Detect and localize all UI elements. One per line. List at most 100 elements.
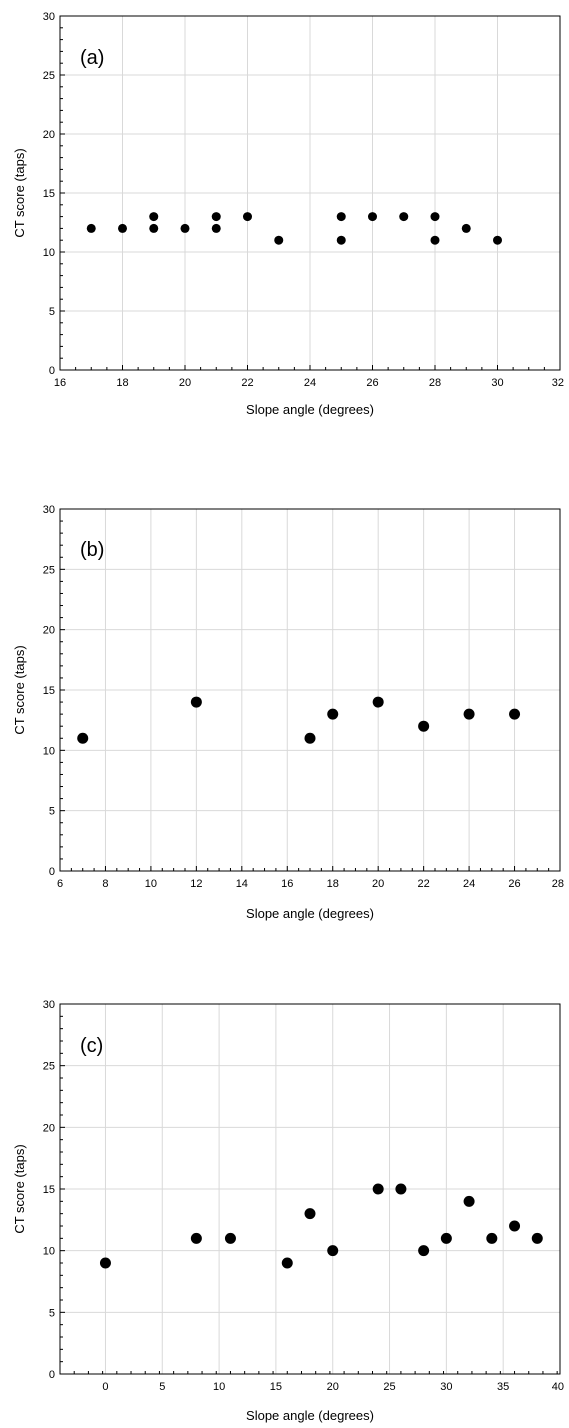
x-tick-label: 5 xyxy=(159,1381,165,1393)
y-tick-label: 30 xyxy=(43,999,55,1011)
data-point xyxy=(486,1232,498,1244)
x-tick-label: 40 xyxy=(552,1381,564,1393)
x-tick-label: 10 xyxy=(145,878,157,890)
data-point xyxy=(418,720,430,732)
y-tick-label: 30 xyxy=(43,504,55,516)
data-point xyxy=(336,212,346,222)
y-axis-title: CT score (taps) xyxy=(12,1144,27,1233)
y-tick-label: 15 xyxy=(43,188,55,200)
data-point xyxy=(304,1208,316,1220)
x-tick-label: 24 xyxy=(304,377,316,389)
x-tick-label: 26 xyxy=(366,377,378,389)
data-point xyxy=(372,696,384,708)
data-point xyxy=(77,732,89,744)
x-tick-label: 35 xyxy=(497,1381,509,1393)
chart-panel-3: 0 5 10 15 20 25 30 0 5 10 15 20 25 30 35 40 Slope angle … xyxy=(12,999,564,1423)
panel-label: (b) xyxy=(80,539,104,561)
x-axis-title: Slope angle (degrees) xyxy=(246,906,374,921)
x-tick-label: 0 xyxy=(102,1381,108,1393)
y-tick-label: 20 xyxy=(43,625,55,637)
y-tick-label: 20 xyxy=(43,1122,55,1134)
x-tick-label: 30 xyxy=(491,377,503,389)
data-point xyxy=(211,212,221,222)
x-tick-label: 22 xyxy=(418,878,430,890)
data-point xyxy=(274,235,284,245)
x-tick-label: 10 xyxy=(213,1381,225,1393)
x-tick-label: 25 xyxy=(383,1381,395,1393)
data-point xyxy=(99,1257,111,1269)
x-tick-label: 26 xyxy=(508,878,520,890)
data-point xyxy=(493,235,502,245)
data-point xyxy=(430,212,440,222)
x-axis-title: Slope angle (degrees) xyxy=(246,1408,374,1423)
x-tick-label: 14 xyxy=(236,878,248,890)
y-tick-label: 0 xyxy=(49,365,55,377)
x-tick-label: 8 xyxy=(102,878,108,890)
data-point xyxy=(509,1220,521,1232)
data-point xyxy=(368,212,377,222)
y-tick-label: 25 xyxy=(43,564,55,576)
data-point xyxy=(395,1183,407,1195)
data-point xyxy=(327,1245,339,1257)
data-point xyxy=(243,212,252,222)
data-point xyxy=(149,212,159,222)
data-point xyxy=(418,1245,430,1257)
x-tick-label: 28 xyxy=(429,377,441,389)
data-point xyxy=(509,708,521,720)
y-tick-label: 10 xyxy=(43,1246,55,1258)
x-tick-label: 20 xyxy=(372,878,384,890)
data-point xyxy=(224,1232,236,1244)
y-tick-label: 15 xyxy=(43,685,55,697)
data-point xyxy=(180,223,190,233)
y-tick-label: 25 xyxy=(43,70,55,82)
y-tick-label: 25 xyxy=(43,1061,55,1073)
data-point xyxy=(327,708,339,720)
y-tick-label: 0 xyxy=(49,1369,55,1381)
y-tick-label: 10 xyxy=(43,745,55,757)
y-tick-label: 5 xyxy=(49,1307,55,1319)
x-tick-label: 20 xyxy=(179,377,191,389)
x-tick-label: 22 xyxy=(241,377,253,389)
data-point xyxy=(86,223,96,233)
data-point xyxy=(190,696,202,708)
y-tick-label: 15 xyxy=(43,1184,55,1196)
data-point xyxy=(118,223,127,233)
data-point xyxy=(430,235,440,245)
data-point xyxy=(463,1195,475,1207)
x-tick-label: 28 xyxy=(552,878,564,890)
data-point xyxy=(399,212,409,222)
data-point xyxy=(211,223,221,233)
chart-panel-2: 0 5 10 15 20 25 30 6 8 10 12 14 16 18 20 22 24 26 28 Slope … xyxy=(12,504,564,921)
x-tick-label: 15 xyxy=(270,1381,282,1393)
data-point xyxy=(440,1232,452,1244)
y-tick-label: 5 xyxy=(49,306,55,318)
y-tick-label: 20 xyxy=(43,129,55,141)
data-point xyxy=(336,235,346,245)
x-tick-label: 18 xyxy=(116,377,128,389)
data-point xyxy=(304,732,316,744)
x-tick-label: 32 xyxy=(552,377,564,389)
x-axis-title: Slope angle (degrees) xyxy=(246,402,374,417)
y-tick-label: 10 xyxy=(43,247,55,259)
data-point xyxy=(190,1232,202,1244)
panel-label: (a) xyxy=(80,47,104,69)
data-point xyxy=(463,708,475,720)
chart-panel-1: 0 5 10 15 20 25 30 16 18 20 22 24 26 28 30 32 Slope angl… xyxy=(12,11,564,417)
data-point xyxy=(372,1183,384,1195)
data-point xyxy=(531,1232,543,1244)
panel-label: (c) xyxy=(80,1035,103,1057)
y-tick-label: 0 xyxy=(49,866,55,878)
y-tick-label: 30 xyxy=(43,11,55,23)
x-tick-label: 16 xyxy=(281,878,293,890)
x-tick-label: 16 xyxy=(54,377,66,389)
y-axis-title: CT score (taps) xyxy=(12,148,27,237)
x-tick-label: 18 xyxy=(327,878,339,890)
x-tick-label: 30 xyxy=(440,1381,452,1393)
x-tick-label: 6 xyxy=(57,878,63,890)
data-point xyxy=(281,1257,293,1269)
x-tick-label: 12 xyxy=(190,878,202,890)
y-axis-title: CT score (taps) xyxy=(12,645,27,734)
x-tick-label: 20 xyxy=(327,1381,339,1393)
x-tick-label: 24 xyxy=(463,878,475,890)
